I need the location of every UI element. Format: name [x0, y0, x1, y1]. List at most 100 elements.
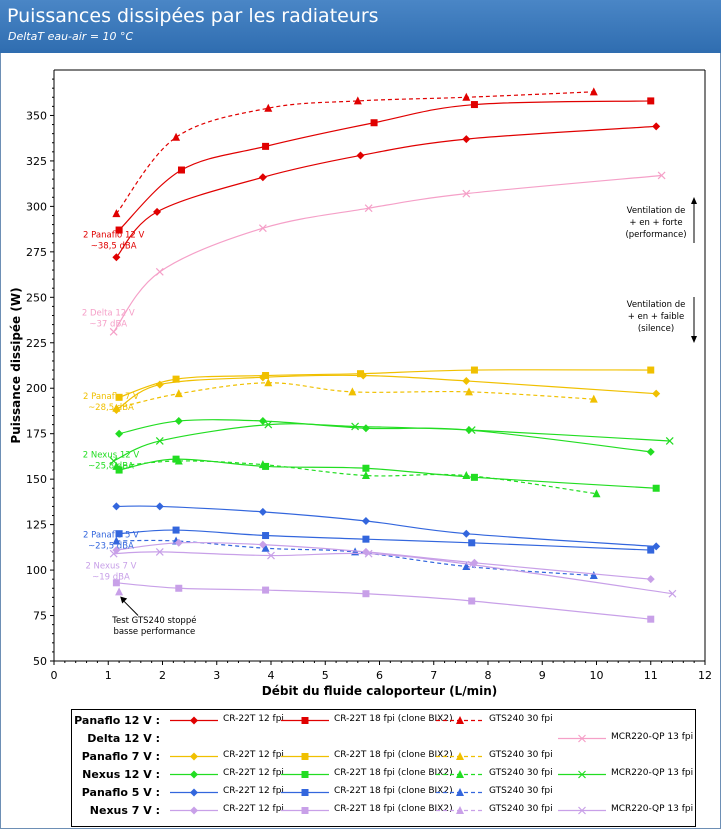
legend-item-label: CR-22T 12 fpi [223, 768, 284, 778]
legend-swatch [436, 716, 484, 724]
data-point [647, 546, 655, 554]
data-point [109, 549, 118, 558]
annotation-4: 2 Panaflo 5 V~23,5 dBA [83, 530, 139, 551]
legend-swatch [436, 788, 484, 796]
legend-item: CR-22T 18 fpi (clone BIX2) [279, 784, 453, 801]
series-17 [109, 547, 677, 598]
legend-group-label: Nexus 7 V : [89, 804, 160, 817]
series-line [119, 529, 651, 551]
data-point [258, 540, 267, 549]
annotation-5: 2 Nexus 7 V~19 dBA [85, 561, 136, 582]
legend-item-label: MCR220-QP 13 fpi [611, 732, 694, 742]
legend-item-label: CR-22T 18 fpi (clone BIX2) [334, 750, 453, 760]
side-note-text: + en + faible [628, 312, 685, 322]
title-bar: Puissances dissipées par les radiateurs … [0, 0, 721, 53]
legend-swatch-marker [190, 716, 198, 725]
legend-swatch-marker [456, 770, 464, 778]
data-point [115, 429, 124, 438]
side-note-text: Ventilation de [627, 206, 686, 216]
data-point [467, 426, 476, 434]
side-note-text: + en + forte [629, 218, 682, 228]
x-tick-label: 6 [376, 669, 383, 682]
x-tick-label: 8 [485, 669, 492, 682]
legend-item-label: GTS240 30 fpi [489, 768, 553, 778]
series-line [113, 174, 662, 333]
legend-item: CR-22T 18 fpi (clone BIX2) [279, 712, 453, 729]
legend-item: GTS240 30 fpi [434, 802, 574, 819]
data-point [362, 535, 370, 543]
data-point [258, 416, 267, 425]
annotation-text: basse performance [113, 627, 195, 637]
legend-item: CR-22T 12 fpi [168, 802, 308, 819]
annotation-1: 2 Delta 12 V~37 dBA [82, 308, 135, 329]
data-point [174, 538, 183, 547]
legend-swatch [170, 752, 218, 761]
legend-item-label: GTS240 30 fpi [489, 750, 553, 760]
data-point [155, 502, 164, 511]
series-line [115, 125, 657, 258]
data-point [174, 389, 183, 398]
legend-item: CR-22T 18 fpi (clone BIX2) [279, 802, 453, 819]
legend-item-label: GTS240 30 fpi [489, 786, 553, 796]
data-point [470, 101, 478, 109]
x-tick-label: 1 [105, 669, 112, 682]
annotation-text: 2 Nexus 12 V [83, 450, 140, 460]
legend-swatch-marker [301, 717, 309, 724]
legend-group-label: Panaflo 12 V : [74, 714, 160, 727]
series-8 [115, 455, 660, 492]
data-point [153, 207, 162, 216]
data-point [258, 224, 267, 233]
annotation-text: ~38,5 dBA [91, 241, 137, 251]
data-point [462, 135, 471, 144]
data-point [115, 466, 123, 474]
legend-group-label: Delta 12 V : [87, 732, 160, 745]
annotation-text: Test GTS240 stoppé [111, 615, 196, 626]
x-tick-label: 0 [51, 669, 58, 682]
data-point [468, 597, 476, 605]
legend-item-label: CR-22T 18 fpi (clone BIX2) [334, 768, 453, 778]
side-note-text: (silence) [638, 324, 674, 334]
legend-row: Panaflo 5 V : CR-22T 12 fpi CR-22T 18 fpi … [72, 784, 695, 801]
data-point [258, 507, 267, 516]
x-tick-label: 9 [539, 669, 546, 682]
x-tick-label: 4 [268, 669, 275, 682]
side-note-text: (performance) [625, 230, 686, 240]
legend-item: CR-22T 12 fpi [168, 748, 308, 765]
data-point [465, 387, 474, 396]
legend-swatch [436, 752, 484, 760]
legend-item: GTS240 30 fpi [434, 748, 574, 765]
data-point [462, 92, 471, 101]
data-point [361, 516, 370, 525]
data-point [356, 151, 365, 160]
annotation-text: ~19 dBA [92, 572, 130, 582]
legend-swatch-marker [456, 752, 464, 760]
legend-swatch [281, 717, 329, 724]
series-9 [112, 456, 601, 498]
y-axis-label: Puissance dissipée (W) [9, 287, 23, 443]
legend-item: CR-22T 12 fpi [168, 712, 308, 729]
data-point [112, 253, 121, 262]
data-point [652, 484, 660, 492]
legend-item-label: CR-22T 12 fpi [223, 750, 284, 760]
legend-item-label: MCR220-QP 13 fpi [611, 804, 694, 814]
legend-item-label: CR-22T 18 fpi (clone BIX2) [334, 786, 453, 796]
data-point [462, 189, 471, 198]
legend-item-label: CR-22T 18 fpi (clone BIX2) [334, 804, 453, 814]
data-point [112, 502, 121, 511]
series-line [113, 423, 670, 462]
side-note-0: Ventilation de + en + forte (performance) [625, 197, 697, 243]
annotation-text: ~25,8 dBA [88, 461, 134, 471]
series-5 [115, 366, 655, 401]
series-line [116, 382, 594, 409]
legend-swatch-marker [301, 789, 309, 796]
y-tick-label: 250 [26, 291, 47, 304]
data-point [155, 547, 164, 556]
y-tick-label: 300 [26, 200, 47, 213]
series-6 [112, 378, 598, 412]
series-11 [112, 502, 661, 551]
x-tick-label: 2 [159, 669, 166, 682]
legend-item: GTS240 30 fpi [434, 766, 574, 783]
legend-item-label: CR-22T 12 fpi [223, 714, 284, 724]
legend-row: Panaflo 7 V : CR-22T 12 fpi CR-22T 18 fpi … [72, 748, 695, 765]
legend-swatch-marker [190, 806, 198, 815]
